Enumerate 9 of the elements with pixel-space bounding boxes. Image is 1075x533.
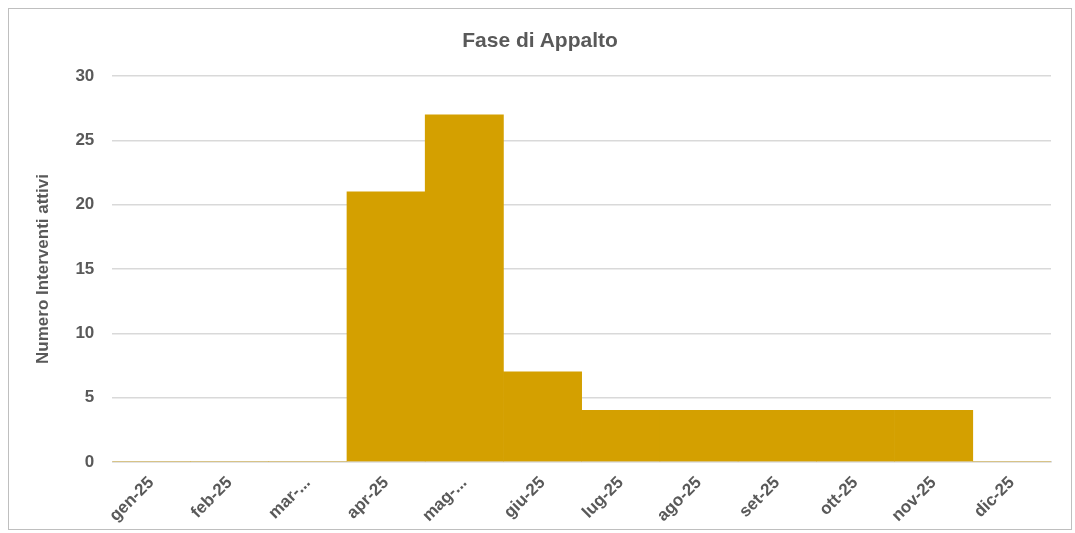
y-tick-label: 30 [75,65,95,85]
y-axis-title: Numero Interventi attivi [32,174,52,364]
y-tick-label: 15 [75,258,95,278]
y-tick-label: 20 [75,194,95,214]
y-tick-label: 25 [75,130,95,150]
y-tick-label: 5 [84,387,95,407]
y-tick-label: 10 [75,322,95,342]
chart-title: Fase di Appalto [462,28,618,52]
y-tick-label: 0 [84,451,95,471]
